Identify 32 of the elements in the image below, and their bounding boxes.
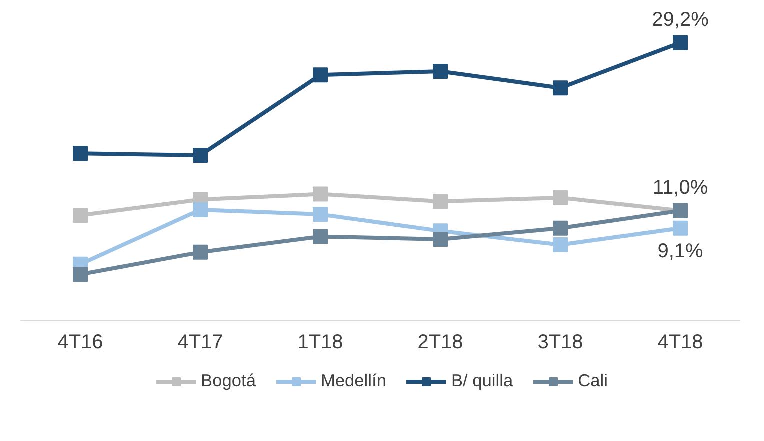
x-tick-label: 1T18: [298, 332, 344, 354]
point: [553, 190, 568, 206]
point: [433, 232, 448, 247]
point: [313, 186, 328, 202]
point: [553, 220, 568, 236]
data-label: 11,0%: [652, 176, 708, 199]
point: [433, 194, 448, 210]
point: [313, 207, 328, 222]
point: [673, 35, 688, 50]
legend-label: Bogotá: [201, 370, 256, 392]
point: [193, 148, 208, 163]
x-tick-label: 4T16: [58, 332, 104, 354]
legend-label: Medellín: [320, 370, 386, 392]
legend-label: B/ quilla: [451, 370, 514, 392]
point: [73, 267, 88, 282]
point: [673, 220, 688, 236]
point: [193, 244, 208, 260]
x-tick-label: 2T18: [418, 332, 464, 354]
point: [433, 64, 448, 79]
x-tick-label: 3T18: [538, 332, 584, 354]
legend-label: Cali: [578, 370, 608, 392]
data-label: 29,2%: [652, 8, 710, 31]
point: [193, 202, 208, 218]
data-label: 9,1%: [658, 240, 704, 262]
point: [553, 238, 568, 253]
x-tick-label: 4T18: [658, 332, 704, 354]
point: [73, 208, 88, 223]
point: [313, 229, 328, 244]
x-tick-label: 4T17: [178, 332, 224, 354]
point: [313, 68, 328, 83]
point: [73, 146, 88, 162]
point: [553, 80, 568, 96]
